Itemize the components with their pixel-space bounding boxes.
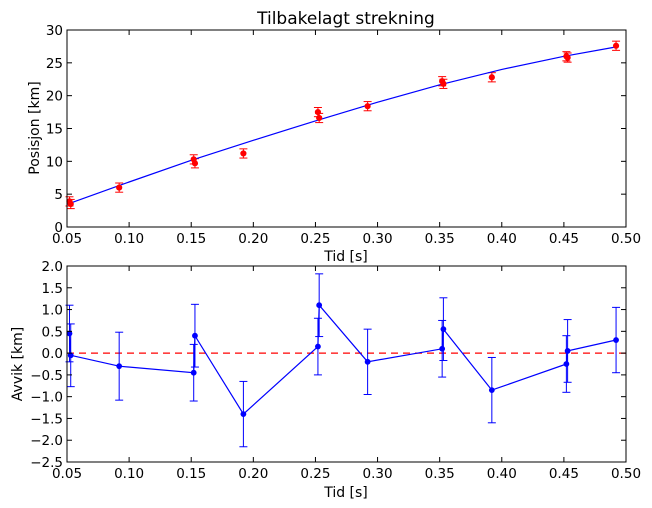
deviation-x-axis-label: Tid [s] <box>323 485 368 501</box>
position-data-point <box>364 103 371 110</box>
position-x-ticks: 0.05 0.10 0.15 0.20 0.25 0.30 0.35 0.40 0.45 0.50 <box>52 30 641 247</box>
position-data-point <box>116 184 123 191</box>
x-tick-label: 0.05 <box>52 466 82 482</box>
position-y-axis-label: Posisjon [km] <box>27 81 43 174</box>
x-tick-label: 0.45 <box>549 466 579 482</box>
position-data-point <box>316 114 323 122</box>
position-data-point <box>440 80 447 87</box>
y-tick-label: 5 <box>54 187 63 203</box>
deviation-data-point <box>439 345 446 352</box>
position-data-point <box>191 160 199 167</box>
x-tick-label: 0.25 <box>300 231 330 247</box>
x-tick-label: 0.50 <box>611 466 641 482</box>
deviation-data-point <box>240 411 247 417</box>
y-tick-label: 0.5 <box>42 324 63 340</box>
deviation-data-point <box>116 363 123 370</box>
position-data-point <box>612 42 620 49</box>
deviation-data-point <box>190 369 197 376</box>
position-data-point <box>564 54 571 61</box>
position-data-point <box>314 108 322 116</box>
position-data-point <box>488 74 495 81</box>
position-data-point <box>240 150 247 157</box>
deviation-x-ticks: 0.05 0.10 0.15 0.20 0.25 0.30 0.35 0.40 0.45 0.50 <box>52 266 641 482</box>
deviation-data-point <box>315 343 321 350</box>
y-tick-label: 2.0 <box>42 259 63 275</box>
x-tick-label: 0.45 <box>549 231 579 247</box>
deviation-plot-frame <box>66 265 627 463</box>
x-tick-label: 0.15 <box>176 231 206 247</box>
position-plot-frame <box>66 29 627 228</box>
y-tick-label: −1.5 <box>30 411 63 427</box>
deviation-data-point <box>364 358 371 365</box>
x-tick-label: 0.20 <box>238 466 268 482</box>
deviation-data-point <box>613 337 619 343</box>
deviation-line <box>68 303 617 416</box>
fit-curve <box>66 46 614 205</box>
position-y-ticks: 0 5 10 15 20 25 30 <box>46 23 626 236</box>
y-tick-label: −0.5 <box>30 368 63 384</box>
deviation-plot-area <box>65 273 626 448</box>
x-tick-label: 0.20 <box>238 231 268 247</box>
chart-title: Tilbakelagt strekning <box>256 9 435 29</box>
position-plot-area <box>65 40 621 210</box>
y-tick-label: 30 <box>46 23 63 39</box>
deviation-data-point <box>488 387 495 394</box>
y-tick-label: −1.0 <box>30 390 63 406</box>
deviation-data-point <box>192 332 198 339</box>
x-tick-label: 0.15 <box>176 466 206 482</box>
deviation-data-point <box>563 361 570 367</box>
x-tick-label: 0.30 <box>363 466 393 482</box>
x-tick-label: 0.40 <box>487 231 517 247</box>
y-tick-label: −2.0 <box>30 433 63 449</box>
deviation-data-point <box>564 348 571 354</box>
x-tick-label: 0.10 <box>114 231 144 247</box>
x-tick-label: 0.50 <box>611 231 641 247</box>
y-tick-label: 25 <box>46 56 63 72</box>
deviation-y-ticks: 2.0 1.5 1.0 0.5 0.0 −0.5 −1.0 −1.5 −2.0 −2.5 <box>30 259 626 471</box>
x-tick-label: 0.40 <box>487 466 517 482</box>
x-tick-label: 0.10 <box>114 466 144 482</box>
x-tick-label: 0.25 <box>300 466 330 482</box>
y-tick-label: 20 <box>46 89 63 105</box>
position-data-point <box>67 200 74 208</box>
y-tick-label: −2.5 <box>30 455 63 471</box>
y-tick-label: 0.0 <box>42 346 63 362</box>
y-tick-label: 1.5 <box>42 281 63 297</box>
x-tick-label: 0.35 <box>425 466 455 482</box>
y-tick-label: 10 <box>46 154 63 170</box>
deviation-data-point <box>316 302 323 309</box>
deviation-data-point <box>440 326 447 333</box>
x-tick-label: 0.35 <box>425 231 455 247</box>
position-x-axis-label: Tid [s] <box>323 249 368 265</box>
y-tick-label: 15 <box>46 122 63 138</box>
x-tick-label: 0.30 <box>363 231 393 247</box>
deviation-y-axis-label: Avvik [km] <box>10 327 26 401</box>
y-tick-label: 0 <box>54 220 63 236</box>
y-tick-label: 1.0 <box>42 303 63 319</box>
x-tick-label: 0.05 <box>52 231 82 247</box>
